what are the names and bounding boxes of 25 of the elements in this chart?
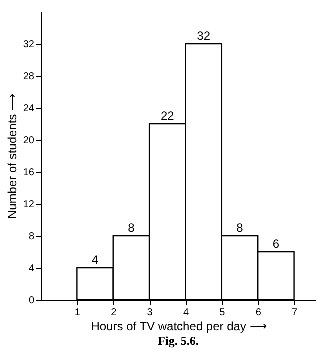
data-label: 4	[92, 253, 99, 267]
y-tick-label: 32	[23, 40, 35, 50]
y-axis-title: Number of students ⟶	[5, 94, 20, 220]
data-label: 32	[197, 29, 211, 43]
y-tick-label: 24	[23, 104, 35, 114]
y-tick-label: 20	[23, 136, 35, 146]
y-tick-label: 4	[28, 264, 35, 274]
data-label: 22	[160, 109, 175, 123]
caption: Fig. 5.6.	[158, 334, 199, 348]
data-label: 8	[128, 221, 136, 235]
x-tick-label: 1	[74, 308, 81, 318]
y-tick-label: 12	[23, 200, 35, 210]
x-axis-title: Hours of TV watched per day ⟶	[91, 320, 267, 334]
y-tick-label: 28	[23, 72, 35, 82]
y-tick-label: 16	[23, 168, 35, 178]
x-tick-label: 7	[292, 308, 298, 318]
x-tick-label: 2	[111, 308, 118, 318]
data-label: 6	[272, 237, 280, 251]
x-tick-label: 4	[183, 308, 190, 318]
x-tick-label: 6	[256, 308, 262, 318]
y-tick-label: 8	[28, 232, 35, 242]
x-tick-label: 3	[147, 308, 154, 318]
data-label: 8	[236, 221, 244, 235]
x-tick-label: 5	[220, 308, 226, 318]
y-tick-label: 0	[28, 296, 35, 306]
